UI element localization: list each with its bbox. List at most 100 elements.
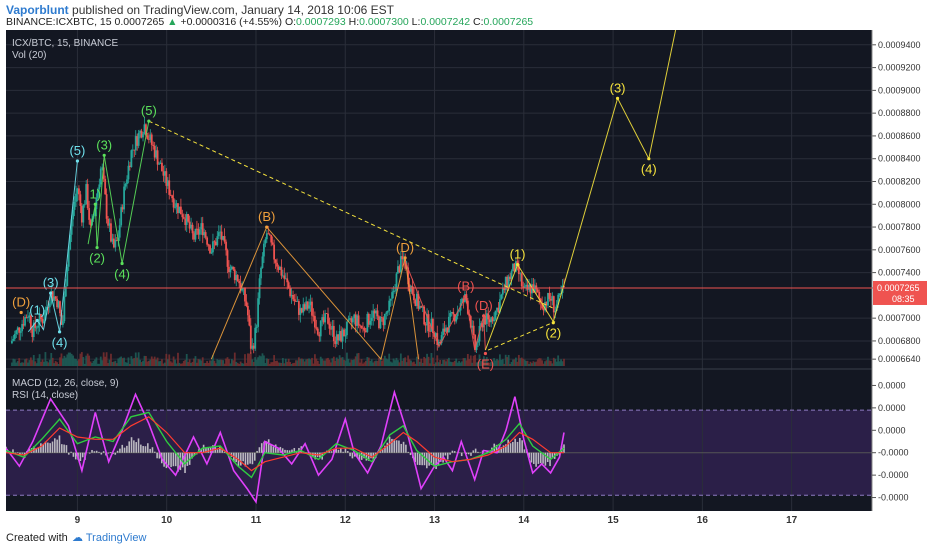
macd-histogram-bar [135,442,137,453]
volume-bar [325,358,328,366]
volume-bar [366,357,369,366]
candle-body [53,296,56,301]
price-tick-label: 0.0007600 [878,245,921,255]
candle-body [254,327,257,349]
wave-lines [27,29,677,361]
low-label: L: [411,16,421,28]
macd-histogram-bar [235,452,237,463]
volume-bar [520,357,523,366]
candle-body [134,136,137,151]
volume-bar [51,357,54,366]
macd-histogram-bar [253,452,256,461]
volume-bar [516,361,519,366]
volume-bar [547,356,549,366]
candle-body [274,259,277,263]
candle-body [306,301,309,309]
volume-bar [280,362,283,366]
volume-bar [226,357,229,366]
volume-bar [344,360,347,366]
macd-histogram-bar [398,440,400,453]
tradingview-logo[interactable]: ☁ TradingView [72,532,147,544]
volume-bar [430,352,433,366]
time-tick-label: 11 [251,515,262,526]
volume-bar [98,363,101,366]
volume-bar [544,361,546,366]
candle-body [92,215,95,219]
candle-body [356,315,359,326]
volume-bar [335,357,338,366]
candle-body [289,288,292,297]
volume-bar [533,362,536,366]
candle-body [372,310,375,318]
axes: 0.0009400 0.0009200 0.0009000 0.0008800 0.00… [75,30,921,526]
candle-body [461,298,463,304]
candle-body [145,124,147,136]
volume-bar [529,361,532,366]
candle-body [445,327,447,332]
volume-bar [341,357,344,366]
volume-bar [232,360,235,366]
volume-bar [459,362,462,366]
candle-body [549,298,552,301]
macd-histogram-bar [35,447,38,453]
macd-histogram-bar [100,452,103,455]
author-link[interactable]: Vaporblunt [6,3,69,17]
chart-svg[interactable]: (D)(1)(4)(3)(5)1)(2)(3)(4)(5)(B)(D)(B)(D… [5,29,928,528]
volume-bar [31,360,34,366]
volume-bar [397,360,399,366]
candle-body [348,318,351,320]
macd-histogram-bar [370,452,372,459]
wave-label: (2) [545,326,561,341]
candle-body [11,340,13,344]
volume-bar [121,358,124,366]
candle-body [279,266,281,270]
volume-bar [257,357,259,366]
candle-body [85,184,88,205]
volume-bar [147,360,150,366]
volume-bar [16,361,19,366]
macd-histogram-bar [535,452,537,467]
macd-histogram-bar [486,451,489,453]
volume-bar [163,362,166,366]
volume-bar [212,354,214,366]
volume-bar [522,358,525,366]
candle-body [271,242,274,245]
volume-bar [436,355,439,366]
volume-bar [383,355,386,366]
wave-point [147,119,151,123]
volume-bar [555,361,558,366]
candle-body [264,239,267,244]
candle-body [204,232,207,238]
candle-body [131,149,134,151]
volume-bar [421,362,424,366]
volume-bar [386,359,389,366]
candle-body [239,283,242,291]
candle-body [188,221,191,229]
candle-body [43,320,45,324]
wave-line [210,226,419,361]
chart-area[interactable]: (D) (1) (4) (3) (5) 1) (2) (3) (4) (5) (B) (D) (B) (D… [5,29,928,528]
time-tick-label: 10 [161,515,173,526]
volume-bar [73,358,76,366]
candle-body [112,238,115,248]
volume-bar [471,362,474,366]
macd-histogram-bar [98,451,100,453]
volume-bar [411,362,414,366]
volume-bar [334,360,337,366]
candle-body [124,184,127,187]
volume-bar [494,360,497,366]
volume-bar [410,360,412,366]
macd-histogram-bar [172,452,175,467]
macd-histogram-bar [502,445,505,453]
candle-body [475,342,478,350]
candle-body [436,333,439,345]
created-with-label: Created with [6,532,68,544]
candle-body [557,294,560,305]
candle-body [246,305,249,316]
candle-body [268,234,271,235]
volume-bar [111,361,114,366]
macd-histogram-bar [512,441,514,453]
candle-body [16,327,19,331]
candle-body [191,224,194,234]
macd-histogram-bar [107,452,110,454]
